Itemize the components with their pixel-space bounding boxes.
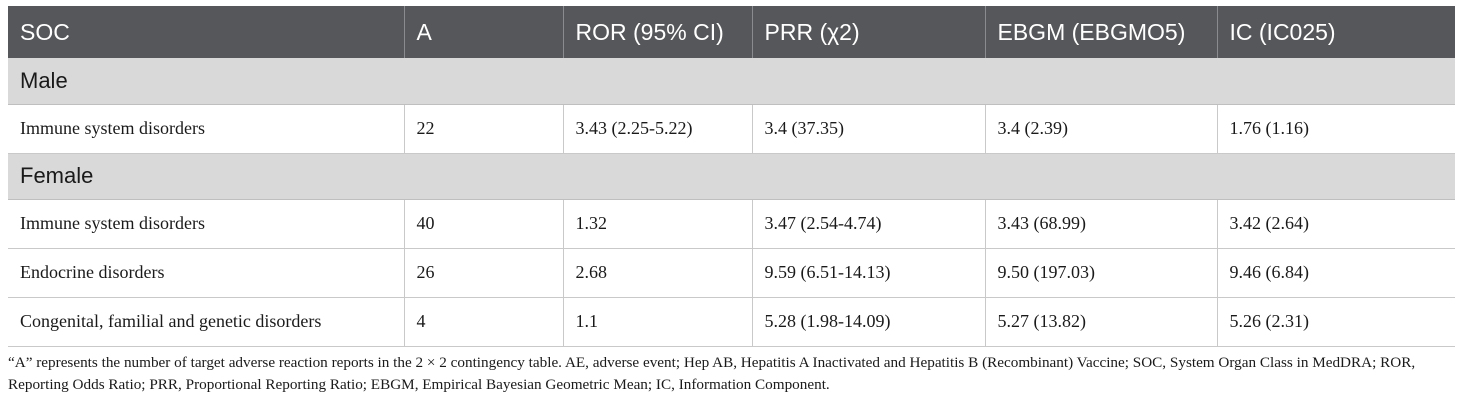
- cell-ic: 5.26 (2.31): [1217, 297, 1455, 347]
- cell-ebgm: 5.27 (13.82): [985, 297, 1218, 347]
- header-ic: IC (IC025): [1217, 6, 1455, 58]
- header-ebgm: EBGM (EBGMO5): [985, 6, 1218, 58]
- table-row: Immune system disorders 40 1.32 3.47 (2.…: [8, 199, 1455, 249]
- cell-ic: 9.46 (6.84): [1217, 248, 1455, 298]
- table-footnote: “A” represents the number of target adve…: [8, 354, 1416, 393]
- cell-prr: 3.47 (2.54-4.74): [752, 199, 986, 249]
- cell-ror: 3.43 (2.25-5.22): [563, 104, 753, 154]
- cell-soc: Immune system disorders: [8, 104, 405, 154]
- cell-prr: 9.59 (6.51-14.13): [752, 248, 986, 298]
- cell-ic: 1.76 (1.16): [1217, 104, 1455, 154]
- cell-a: 22: [404, 104, 564, 154]
- header-row: SOC A ROR (95% CI) PRR (χ2) EBGM (EBGMO5…: [8, 6, 1455, 58]
- cell-ror: 1.1: [563, 297, 753, 347]
- table-row: Endocrine disorders 26 2.68 9.59 (6.51-1…: [8, 248, 1455, 298]
- cell-prr: 5.28 (1.98-14.09): [752, 297, 986, 347]
- cell-ic: 3.42 (2.64): [1217, 199, 1455, 249]
- header-a: A: [404, 6, 564, 58]
- cell-soc: Endocrine disorders: [8, 248, 405, 298]
- table-row: Immune system disorders 22 3.43 (2.25-5.…: [8, 104, 1455, 154]
- cell-a: 40: [404, 199, 564, 249]
- cell-ror: 1.32: [563, 199, 753, 249]
- group-label: Female: [8, 153, 1455, 200]
- cell-ebgm: 3.4 (2.39): [985, 104, 1218, 154]
- header-prr: PRR (χ2): [752, 6, 986, 58]
- results-table-container: SOC A ROR (95% CI) PRR (χ2) EBGM (EBGMO5…: [8, 6, 1455, 347]
- cell-ror: 2.68: [563, 248, 753, 298]
- cell-soc: Immune system disorders: [8, 199, 405, 249]
- disproportionality-table: SOC A ROR (95% CI) PRR (χ2) EBGM (EBGMO5…: [8, 6, 1455, 347]
- cell-a: 4: [404, 297, 564, 347]
- cell-soc: Congenital, familial and genetic disorde…: [8, 297, 405, 347]
- cell-ebgm: 3.43 (68.99): [985, 199, 1218, 249]
- header-ror: ROR (95% CI): [563, 6, 753, 58]
- cell-ebgm: 9.50 (197.03): [985, 248, 1218, 298]
- cell-a: 26: [404, 248, 564, 298]
- table-row: Congenital, familial and genetic disorde…: [8, 297, 1455, 347]
- cell-prr: 3.4 (37.35): [752, 104, 986, 154]
- group-row-male: Male: [8, 58, 1455, 105]
- group-row-female: Female: [8, 153, 1455, 200]
- group-label: Male: [8, 58, 1455, 105]
- header-soc: SOC: [8, 6, 405, 58]
